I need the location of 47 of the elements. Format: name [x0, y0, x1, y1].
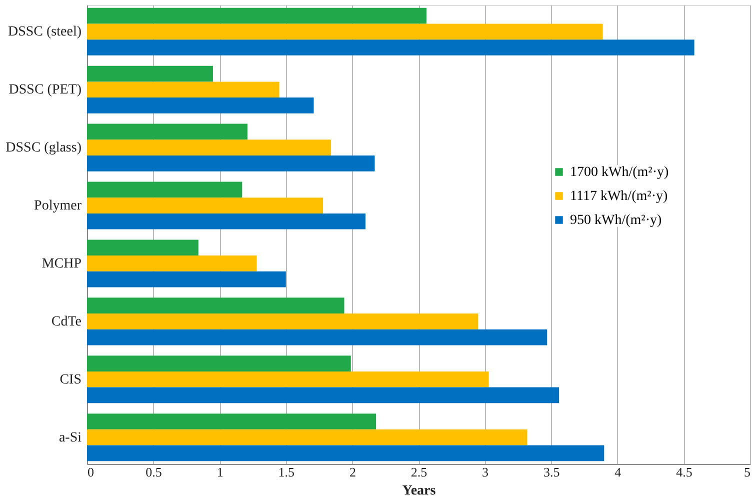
bar: [87, 240, 198, 256]
legend-label: 1117 kWh/(m²·y): [570, 189, 668, 204]
bar: [87, 24, 603, 40]
x-tick-label: 5: [744, 464, 750, 480]
bar: [87, 414, 376, 430]
legend-label: 1700 kWh/(m²·y): [570, 165, 670, 180]
bar: [87, 271, 286, 288]
bar: [87, 356, 351, 372]
y-tick-label: DSSC (steel): [8, 24, 82, 40]
x-tick-label: 2: [349, 464, 356, 480]
bar: [87, 213, 366, 230]
y-tick-label: CIS: [60, 372, 82, 388]
y-tick-label: DSSC (glass): [6, 140, 82, 156]
x-tick-label: 4.5: [676, 464, 692, 480]
bar: [87, 8, 426, 24]
bar: [87, 182, 242, 198]
x-tick-label: 2.5: [410, 464, 428, 480]
x-tick-label: 0.5: [146, 464, 162, 480]
bar: [87, 429, 528, 446]
bar: [87, 155, 375, 172]
bar: [87, 445, 604, 462]
bar: [87, 140, 331, 156]
y-tick-label: Polymer: [34, 198, 82, 214]
x-tick-label: 4: [614, 464, 622, 480]
y-tick-label: a-Si: [58, 430, 82, 446]
bar: [87, 66, 213, 82]
y-tick-label: MCHP: [42, 256, 82, 272]
x-tick-label: 3.5: [543, 464, 560, 480]
bar: [87, 256, 257, 272]
x-tick-label: 1: [216, 464, 224, 480]
bar: [87, 329, 548, 346]
bar: [87, 371, 489, 388]
bar: [87, 198, 324, 214]
y-tick-label: CdTe: [51, 314, 82, 330]
bar: [87, 387, 560, 404]
y-tick-label: DSSC (PET): [8, 82, 82, 98]
legend-label: 950 kWh/(m²·y): [570, 213, 662, 228]
x-tick-label: 0: [88, 464, 94, 480]
bar: [87, 98, 314, 114]
bar: [87, 40, 694, 56]
x-tick-label: 3: [482, 464, 489, 480]
bar: [87, 298, 344, 314]
bar: [87, 124, 248, 140]
x-tick-label: 1.5: [278, 464, 295, 480]
bar: [87, 314, 478, 330]
bar: [87, 82, 280, 98]
x-axis-title: Years: [402, 484, 436, 498]
